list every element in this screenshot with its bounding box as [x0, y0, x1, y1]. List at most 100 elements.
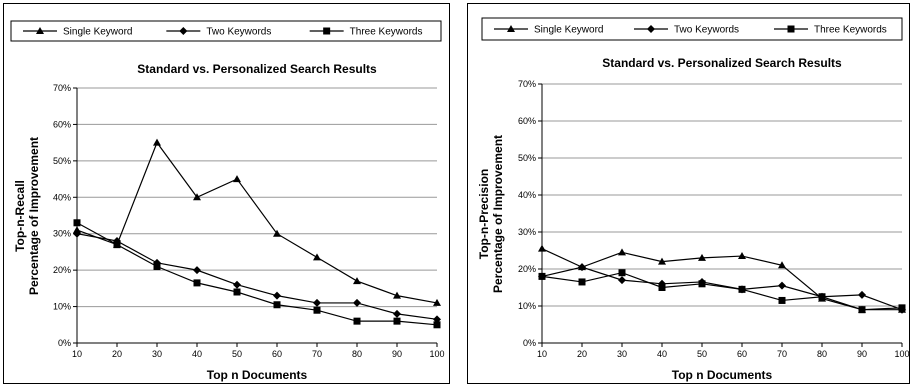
x-axis-label: Top n Documents [207, 368, 308, 382]
x-tick-label: 80 [817, 349, 827, 359]
chart-title: Standard vs. Personalized Search Results [602, 56, 842, 70]
y-axis-label-secondary: Percentage of Improvement [27, 137, 41, 295]
data-point [313, 306, 321, 314]
legend-marker [647, 25, 655, 33]
x-tick-label: 100 [894, 349, 909, 359]
x-tick-label: 40 [192, 349, 202, 359]
legend-marker [323, 27, 331, 35]
legend-label: Single Keyword [534, 25, 603, 36]
x-tick-label: 70 [312, 349, 322, 359]
data-point [73, 226, 81, 234]
data-point [778, 261, 786, 269]
data-point [658, 284, 666, 291]
series-line [76, 141, 438, 304]
y-tick-label: 0% [58, 338, 71, 348]
legend-box [10, 20, 442, 42]
legend-marker [36, 27, 44, 34]
data-point [73, 229, 81, 238]
data-point [393, 317, 401, 325]
series-single-keyword [73, 138, 441, 306]
x-tick-label: 60 [737, 349, 747, 359]
data-point [273, 301, 281, 309]
data-point [858, 290, 866, 299]
x-tick-label: 30 [152, 349, 162, 359]
legend-marker [507, 25, 515, 32]
y-tick-label: 60% [53, 119, 71, 129]
x-tick-label: 20 [112, 349, 122, 359]
data-point [658, 257, 666, 265]
data-point [618, 276, 626, 285]
series-line [76, 233, 438, 320]
data-point [193, 193, 201, 201]
y-axis-label: Top-n-Recall [13, 180, 27, 252]
y-tick-label: 50% [53, 156, 71, 166]
y-tick-label: 40% [518, 190, 536, 200]
data-point [618, 248, 626, 256]
y-axis-label-secondary: Percentage of Improvement [491, 135, 505, 293]
precision-chart-svg: Standard vs. Personalized Search Results… [477, 17, 910, 382]
data-point [393, 309, 401, 318]
y-tick-label: 70% [518, 79, 536, 89]
series-line [541, 248, 902, 311]
legend-label: Three Keywords [814, 25, 887, 36]
data-point [353, 317, 361, 325]
chart-precision: Standard vs. Personalized Search Results… [467, 3, 910, 384]
series-three-keywords [538, 269, 906, 314]
x-tick-label: 40 [657, 349, 667, 359]
y-tick-label: 30% [518, 227, 536, 237]
data-point [393, 291, 401, 299]
legend-label: Single Keyword [63, 27, 132, 38]
legend-label: Two Keywords [674, 25, 739, 36]
y-tick-label: 50% [518, 153, 536, 163]
legend-box [481, 17, 903, 41]
y-tick-label: 70% [53, 83, 71, 93]
data-point [193, 279, 201, 287]
y-tick-label: 0% [523, 338, 536, 348]
y-axis-label: Top-n-Precision [477, 169, 491, 259]
data-point [858, 306, 866, 314]
series-line [541, 272, 903, 311]
y-tick-label: 10% [518, 301, 536, 311]
y-tick-label: 10% [53, 302, 71, 312]
data-point [153, 138, 161, 146]
data-point [538, 272, 546, 280]
x-tick-label: 90 [857, 349, 867, 359]
x-tick-label: 50 [232, 349, 242, 359]
x-tick-label: 90 [392, 349, 402, 359]
x-tick-label: 70 [777, 349, 787, 359]
series-line [76, 222, 438, 326]
data-point [73, 219, 81, 227]
x-tick-label: 50 [697, 349, 707, 359]
data-point [233, 280, 241, 289]
data-point [578, 278, 586, 286]
legend-label: Two Keywords [206, 27, 271, 38]
x-tick-label: 30 [617, 349, 627, 359]
data-point [778, 296, 786, 304]
data-point [313, 298, 321, 307]
data-point [698, 253, 706, 261]
legend-marker [787, 25, 795, 33]
series-two-keywords [73, 229, 441, 324]
series-line [541, 266, 903, 311]
legend-marker [179, 27, 188, 35]
data-point [313, 253, 321, 261]
data-point [153, 263, 161, 270]
x-tick-label: 80 [352, 349, 362, 359]
x-tick-label: 10 [72, 349, 82, 359]
x-axis-label: Top n Documents [672, 368, 773, 382]
chart-title: Standard vs. Personalized Search Results [137, 62, 377, 76]
data-point [738, 252, 746, 260]
x-tick-label: 60 [272, 349, 282, 359]
x-tick-label: 20 [577, 349, 587, 359]
data-point [433, 298, 441, 306]
data-point [578, 263, 586, 272]
data-point [898, 304, 906, 312]
data-point [193, 266, 201, 275]
data-point [433, 321, 441, 329]
data-point [698, 280, 706, 288]
y-tick-label: 20% [518, 264, 536, 274]
series-single-keyword [538, 244, 906, 313]
data-point [113, 241, 121, 249]
y-tick-label: 30% [53, 229, 71, 239]
data-point [778, 281, 786, 290]
